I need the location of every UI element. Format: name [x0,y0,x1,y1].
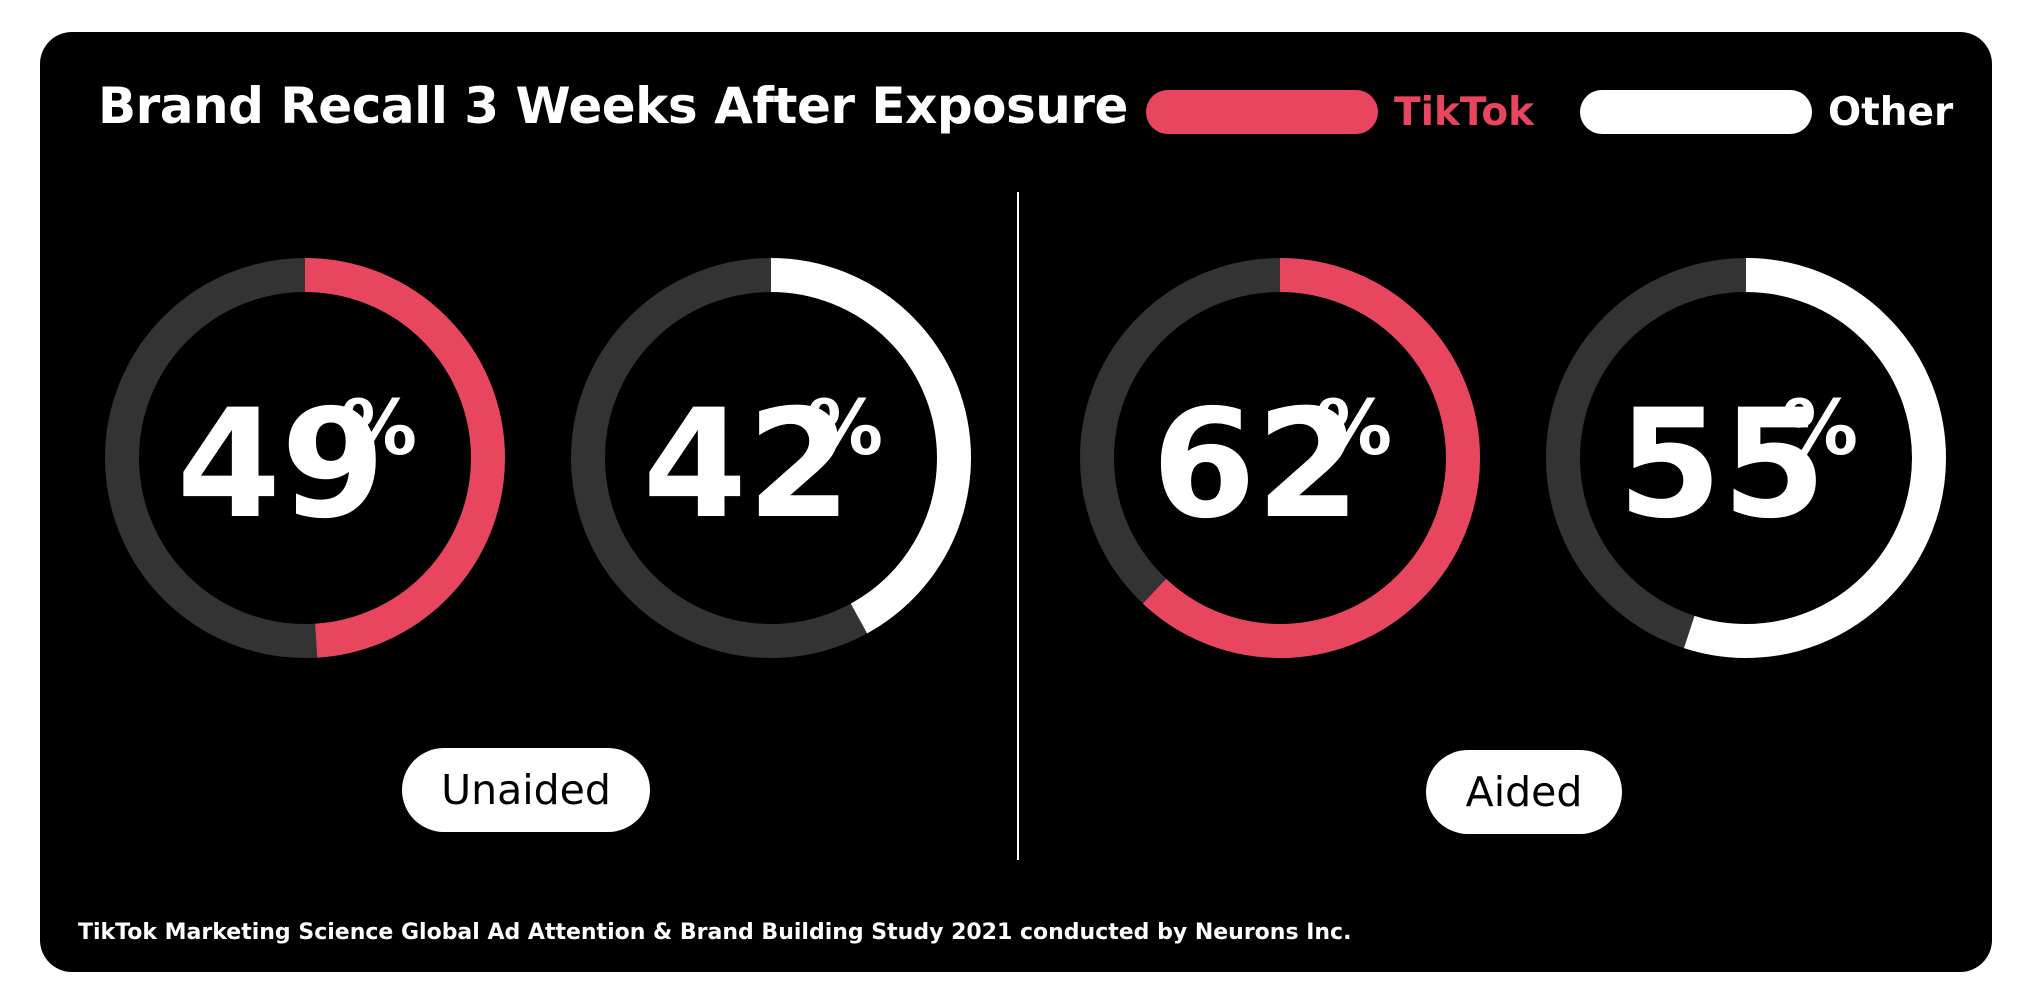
donut-charts: 49% 42% 62% 55% [105,258,1946,658]
donut-unit-aided-other: % [1782,383,1858,472]
legend-swatch-other [1580,90,1812,134]
donut-unit-unaided-tiktok: % [341,383,417,472]
donut-unit-aided-tiktok: % [1316,383,1392,472]
legend-label-tiktok: TikTok [1394,89,1535,135]
group-divider [1017,192,1019,860]
legend-swatch-tiktok [1146,90,1378,134]
group-label-unaided: Unaided [402,748,650,832]
legend-entry-other: Other [1580,88,1953,136]
donut-arc-aided-other [1546,258,1946,658]
chart-title: Brand Recall 3 Weeks After Exposure [98,77,1128,135]
group-label-aided: Aided [1426,750,1622,834]
legend-label-other: Other [1828,89,1954,135]
donut-value-aided-other: 55 [1618,378,1827,552]
donut-arc-aided-tiktok [1080,258,1480,658]
source-note: TikTok Marketing Science Global Ad Atten… [78,920,1352,945]
chart-card: Brand Recall 3 Weeks After Exposure TikT… [40,32,1992,972]
donut-value-unaided-other: 42 [643,378,852,552]
donut-value-unaided-tiktok: 49 [177,378,386,552]
donut-arc-unaided-tiktok [105,258,505,658]
donut-arc-unaided-other [571,258,971,658]
donut-unit-unaided-other: % [807,383,883,472]
legend-entry-tiktok: TikTok [1146,88,1534,136]
donut-value-aided-tiktok: 62 [1152,378,1361,552]
